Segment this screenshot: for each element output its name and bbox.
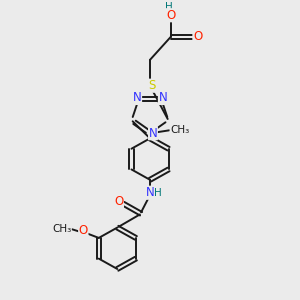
Text: S: S <box>149 79 156 92</box>
Text: O: O <box>79 224 88 237</box>
Text: CH₃: CH₃ <box>170 125 189 135</box>
Text: O: O <box>114 195 123 208</box>
Text: H: H <box>154 188 162 198</box>
Text: CH₃: CH₃ <box>52 224 71 234</box>
Text: N: N <box>133 92 142 104</box>
Text: N: N <box>146 186 154 199</box>
Text: H: H <box>165 2 172 11</box>
Text: O: O <box>166 9 176 22</box>
Text: N: N <box>148 127 157 140</box>
Text: O: O <box>193 30 202 43</box>
Text: N: N <box>158 92 167 104</box>
